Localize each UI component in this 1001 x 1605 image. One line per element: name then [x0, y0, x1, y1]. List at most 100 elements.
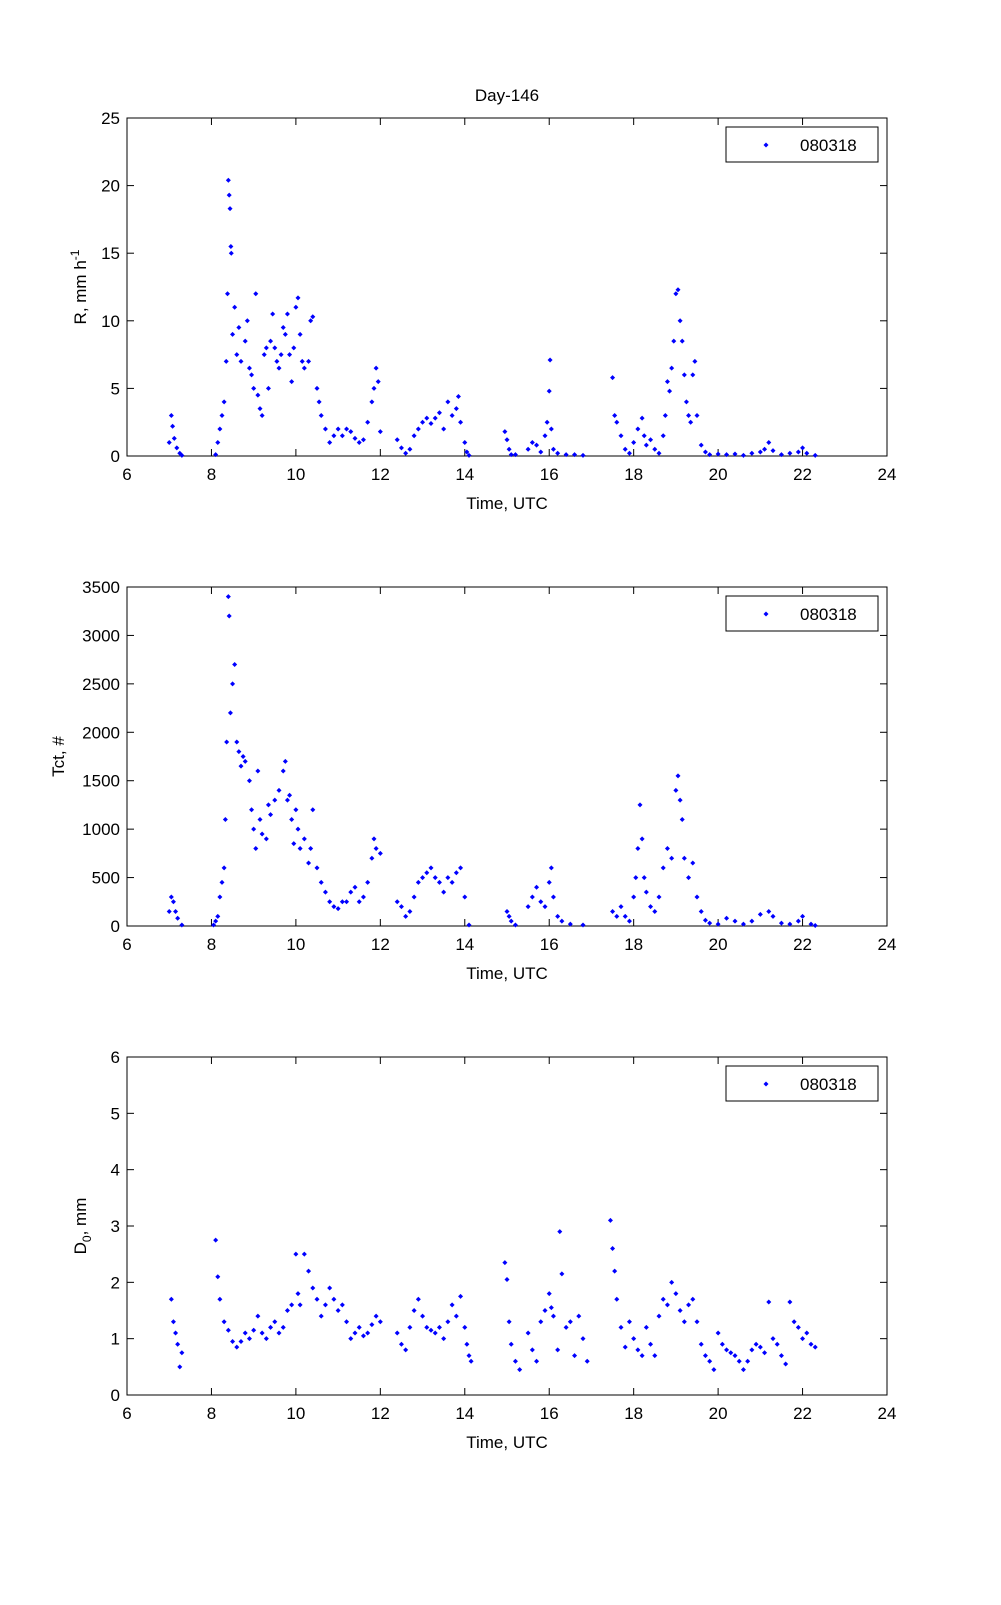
data-point	[226, 613, 232, 619]
data-point	[369, 399, 375, 405]
data-point	[226, 192, 232, 198]
data-point	[280, 325, 286, 331]
data-point	[643, 889, 649, 895]
x-tick-label: 6	[122, 935, 131, 954]
data-point	[217, 426, 223, 432]
data-point	[373, 365, 379, 371]
y-axis-label: Tct, #	[49, 736, 68, 777]
data-point	[458, 1293, 464, 1299]
data-point	[643, 442, 649, 448]
data-point	[563, 1324, 569, 1330]
y-tick-label: 10	[101, 312, 120, 331]
data-point	[318, 1313, 324, 1319]
data-point	[504, 908, 510, 914]
data-point	[327, 1285, 333, 1291]
data-point	[707, 1358, 713, 1364]
y-axis-label: D0, mm	[71, 1198, 94, 1255]
data-point	[284, 797, 290, 803]
data-point	[626, 1319, 632, 1325]
data-point	[462, 894, 468, 900]
y-tick-label: 2	[111, 1273, 120, 1292]
data-point	[610, 1246, 616, 1252]
data-point	[534, 1358, 540, 1364]
data-point	[637, 802, 643, 808]
data-point	[424, 1324, 430, 1330]
x-tick-label: 24	[878, 465, 897, 484]
data-point	[223, 358, 229, 364]
data-point	[559, 918, 565, 924]
data-point	[369, 1322, 375, 1328]
data-point	[373, 846, 379, 852]
data-point	[547, 357, 553, 363]
data-point	[168, 1296, 174, 1302]
y-tick-label: 1000	[82, 820, 120, 839]
data-point	[246, 365, 252, 371]
data-point	[299, 358, 305, 364]
data-point	[635, 426, 641, 432]
data-point	[529, 1347, 535, 1353]
data-point	[572, 452, 578, 458]
data-point	[757, 449, 763, 455]
data-point	[770, 913, 776, 919]
data-point	[436, 410, 442, 416]
data-point	[804, 1330, 810, 1336]
data-point	[677, 797, 683, 803]
data-point	[662, 412, 668, 418]
data-point	[618, 904, 624, 910]
data-point	[263, 1336, 269, 1342]
data-point	[268, 338, 274, 344]
data-point	[506, 1319, 512, 1325]
data-point	[224, 291, 230, 297]
data-point	[449, 412, 455, 418]
data-point	[278, 352, 284, 358]
data-point	[538, 449, 544, 455]
data-point	[795, 449, 801, 455]
data-point	[230, 331, 236, 337]
subplot-2: 6 8 10 12 14 16 18 20 22 24 0 500 1000 1500 2000 2500 30…	[49, 578, 896, 983]
data-point	[770, 448, 776, 454]
data-point	[525, 904, 531, 910]
data-point	[280, 768, 286, 774]
x-tick-label: 6	[122, 1404, 131, 1423]
legend-box	[725, 1065, 879, 1102]
data-point	[244, 318, 250, 324]
x-tick-label: 20	[709, 1404, 728, 1423]
data-point	[675, 773, 681, 779]
x-tick-label: 24	[878, 935, 897, 954]
data-point	[322, 426, 328, 432]
data-point	[675, 287, 681, 293]
data-point	[371, 385, 377, 391]
data-point	[525, 1330, 531, 1336]
data-point	[308, 318, 314, 324]
data-point	[249, 807, 255, 813]
y-tick-label: 5	[111, 379, 120, 398]
data-point	[612, 412, 618, 418]
y-tick-label: 25	[101, 109, 120, 128]
data-point	[753, 1341, 759, 1347]
data-point	[468, 1358, 474, 1364]
x-tick-label: 16	[540, 1404, 559, 1423]
data-point	[221, 865, 227, 871]
data-point	[800, 913, 806, 919]
data-point	[253, 291, 259, 297]
data-point	[375, 379, 381, 385]
data-point	[762, 446, 768, 452]
data-point	[656, 450, 662, 456]
data-point	[335, 426, 341, 432]
data-point	[377, 429, 383, 435]
data-point	[694, 412, 700, 418]
data-point	[681, 372, 687, 378]
x-axis-label: Time, UTC	[466, 1433, 548, 1452]
y-tick-label: 1500	[82, 772, 120, 791]
data-point	[660, 1296, 666, 1302]
data-point	[225, 594, 231, 600]
data-point	[432, 415, 438, 421]
data-point	[344, 426, 350, 432]
data-point	[411, 433, 417, 439]
data-point	[411, 1308, 417, 1313]
data-point	[242, 758, 248, 764]
data-point	[529, 894, 535, 900]
data-point	[455, 394, 461, 400]
data-point	[664, 846, 670, 852]
data-point	[550, 446, 556, 452]
